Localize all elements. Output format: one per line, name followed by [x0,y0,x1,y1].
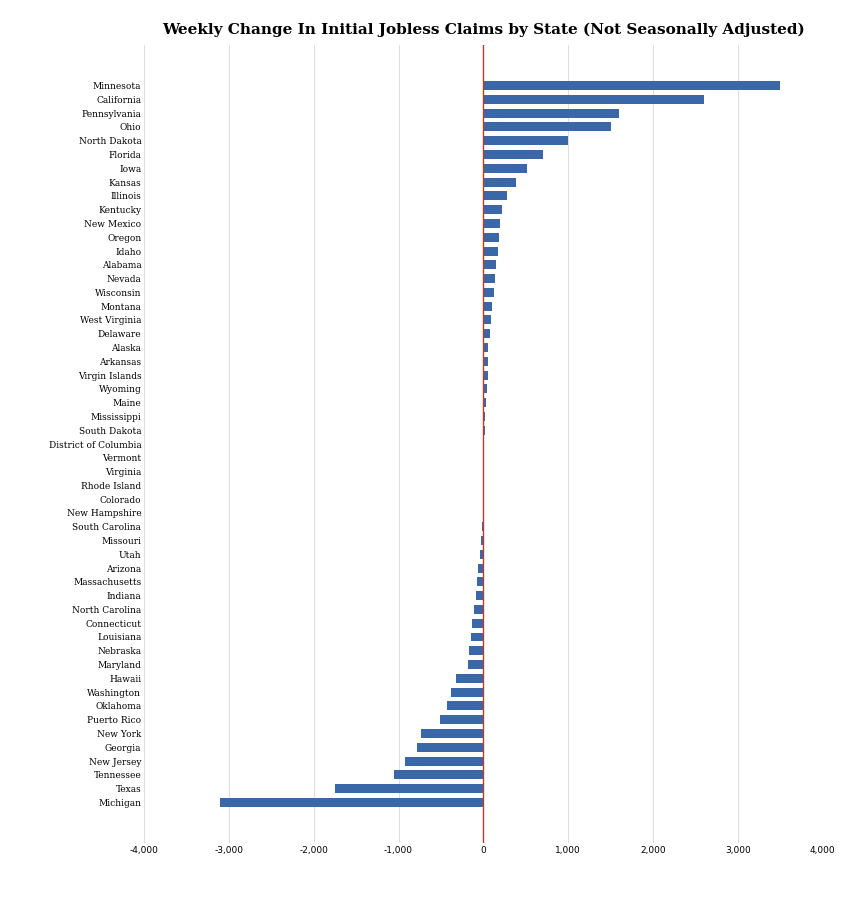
Bar [481,536,483,545]
Bar [417,743,483,752]
Bar [483,398,487,407]
Bar [474,605,483,614]
Bar [483,164,527,173]
Bar [335,784,483,793]
Bar [483,219,500,228]
Bar [483,260,496,269]
Bar [478,563,483,572]
Bar [483,288,494,297]
Bar [472,619,483,628]
Bar [483,426,485,435]
Bar [394,771,483,779]
Bar [483,136,568,145]
Bar [483,205,502,214]
Bar [483,109,619,118]
Bar [477,578,483,587]
Bar [483,247,498,256]
Bar [483,301,492,310]
Bar [483,440,484,448]
Bar [447,701,483,710]
Bar [440,715,483,724]
Bar [470,647,483,656]
Bar [483,191,507,200]
Bar [483,81,780,90]
Bar [476,591,483,600]
Bar [483,370,488,379]
Title: Weekly Change In Initial Jobless Claims by State (Not Seasonally Adjusted): Weekly Change In Initial Jobless Claims … [162,22,805,37]
Bar [483,178,516,187]
Bar [483,95,704,104]
Bar [471,632,483,641]
Bar [483,123,611,132]
Bar [405,756,483,765]
Bar [451,688,483,697]
Bar [483,385,487,394]
Bar [456,674,483,683]
Bar [483,357,488,366]
Bar [483,316,491,325]
Bar [483,329,490,338]
Bar [483,274,495,283]
Bar [421,729,483,738]
Bar [483,412,485,421]
Bar [480,550,483,559]
Bar [483,232,499,241]
Bar [468,660,483,669]
Bar [220,798,483,807]
Bar [483,150,543,159]
Bar [483,343,488,352]
